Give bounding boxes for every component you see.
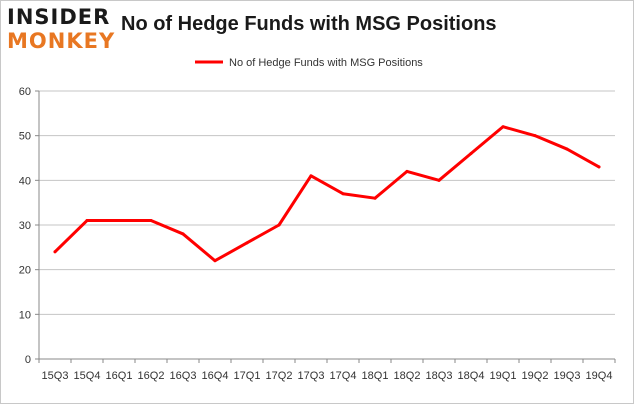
x-tick-label-16Q4: 16Q4 <box>202 370 229 382</box>
data-point-18Q3 <box>437 178 441 182</box>
x-tick-label-18Q1: 18Q1 <box>362 370 389 382</box>
y-tick-label-60: 60 <box>19 86 31 98</box>
insider-monkey-logo: INSIDER MONKEY <box>7 5 119 57</box>
legend: No of Hedge Funds with MSG Positions <box>195 57 423 69</box>
data-point-18Q2 <box>405 169 409 173</box>
data-point-18Q1 <box>373 196 377 200</box>
data-point-19Q3 <box>565 147 569 151</box>
y-tick-label-40: 40 <box>19 175 31 187</box>
legend-label: No of Hedge Funds with MSG Positions <box>229 57 423 69</box>
y-tick-label-50: 50 <box>19 131 31 143</box>
x-tick-label-19Q4: 19Q4 <box>586 370 613 382</box>
data-point-18Q4 <box>469 152 473 156</box>
data-point-19Q4 <box>597 165 601 169</box>
data-point-17Q4 <box>341 192 345 196</box>
logo-text-insider: INSIDER <box>7 5 111 29</box>
data-point-16Q4 <box>213 259 217 263</box>
x-tick-label-19Q3: 19Q3 <box>554 370 581 382</box>
x-tick-label-16Q3: 16Q3 <box>170 370 197 382</box>
data-point-16Q3 <box>181 232 185 236</box>
x-tick-label-16Q2: 16Q2 <box>138 370 165 382</box>
x-tick-label-18Q2: 18Q2 <box>394 370 421 382</box>
x-tick-label-15Q4: 15Q4 <box>74 370 101 382</box>
x-tick-label-15Q3: 15Q3 <box>42 370 69 382</box>
y-tick-label-20: 20 <box>19 265 31 277</box>
x-tick-label-17Q3: 17Q3 <box>298 370 325 382</box>
x-tick-label-19Q2: 19Q2 <box>522 370 549 382</box>
data-point-17Q1 <box>245 241 249 245</box>
x-tick-label-19Q1: 19Q1 <box>490 370 517 382</box>
x-tick-label-17Q2: 17Q2 <box>266 370 293 382</box>
series-line-0 <box>53 125 601 263</box>
chart-title: No of Hedge Funds with MSG Positions <box>121 13 497 35</box>
series-layer <box>53 125 601 263</box>
y-tick-label-0: 0 <box>25 354 31 366</box>
x-axis-ticks: 15Q3 15Q4 16Q1 16Q2 16Q3 16Q4 17Q1 17Q2 17Q3 17Q4… <box>38 359 616 382</box>
data-point-19Q2 <box>533 134 537 138</box>
data-point-17Q3 <box>309 174 313 178</box>
x-tick-label-17Q4: 17Q4 <box>330 370 357 382</box>
x-tick-label-18Q4: 18Q4 <box>458 370 485 382</box>
y-axis-ticks: 0 10 20 30 40 50 60 <box>19 86 39 366</box>
gridlines <box>38 90 615 360</box>
data-point-19Q1 <box>501 125 505 129</box>
x-tick-label-16Q1: 16Q1 <box>106 370 133 382</box>
y-tick-label-10: 10 <box>19 309 31 321</box>
logo-text-monkey: MONKEY <box>7 29 116 53</box>
x-tick-label-17Q1: 17Q1 <box>234 370 261 382</box>
data-point-16Q1 <box>117 219 121 223</box>
data-point-16Q2 <box>149 219 153 223</box>
data-point-15Q3 <box>53 250 57 254</box>
x-tick-label-18Q3: 18Q3 <box>426 370 453 382</box>
data-point-17Q2 <box>277 223 281 227</box>
y-tick-label-30: 30 <box>19 220 31 232</box>
data-point-15Q4 <box>85 219 89 223</box>
